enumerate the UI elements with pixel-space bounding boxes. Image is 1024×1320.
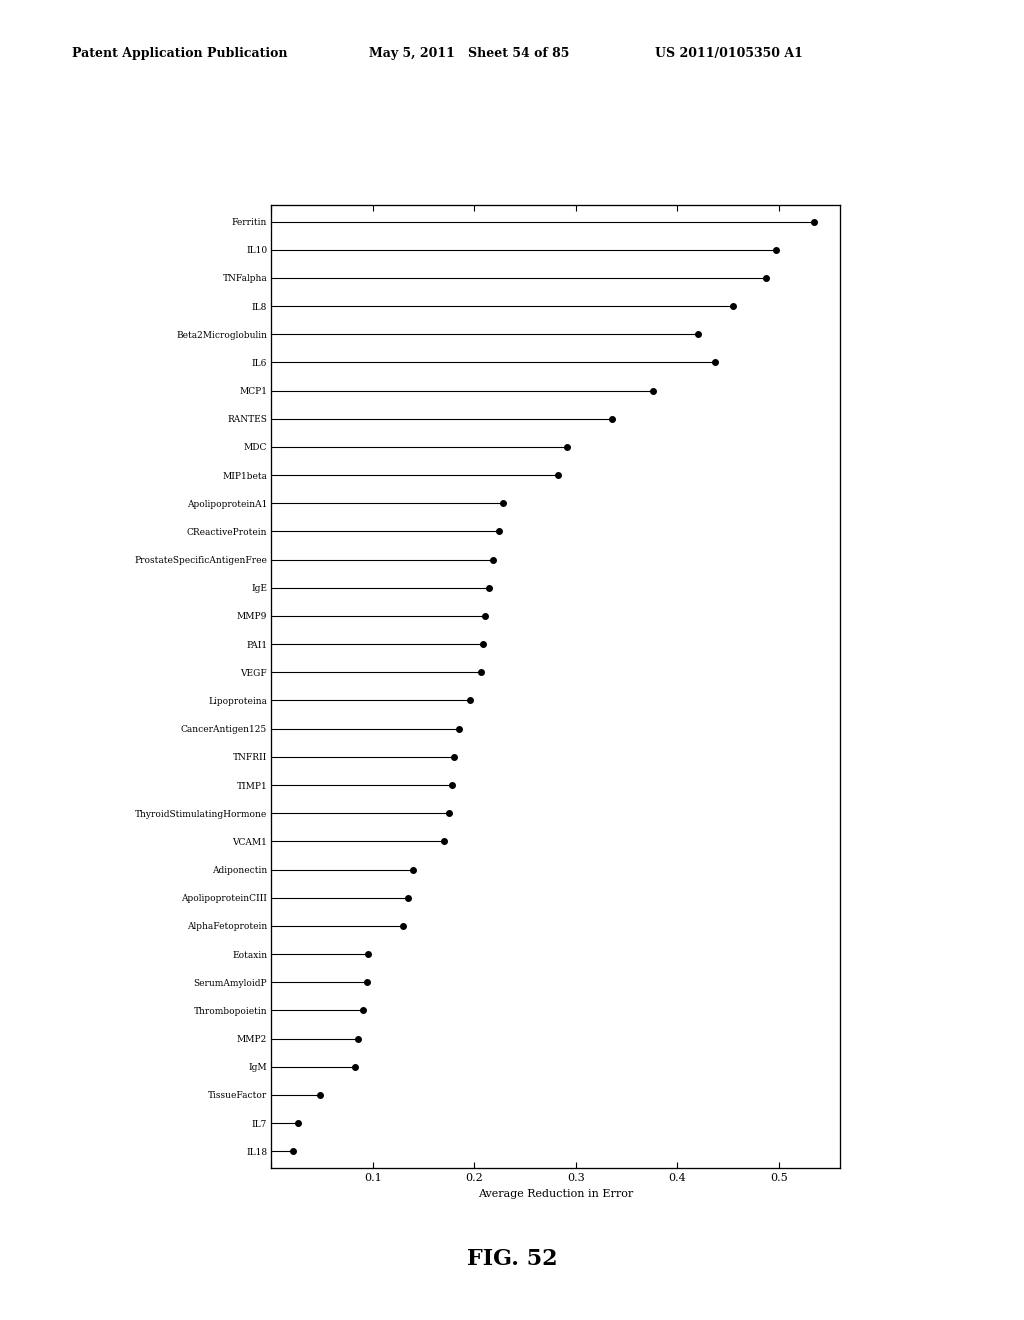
Text: US 2011/0105350 A1: US 2011/0105350 A1 xyxy=(655,46,803,59)
Text: May 5, 2011   Sheet 54 of 85: May 5, 2011 Sheet 54 of 85 xyxy=(369,46,569,59)
Text: FIG. 52: FIG. 52 xyxy=(467,1247,557,1270)
Text: Patent Application Publication: Patent Application Publication xyxy=(72,46,287,59)
X-axis label: Average Reduction in Error: Average Reduction in Error xyxy=(478,1188,633,1199)
